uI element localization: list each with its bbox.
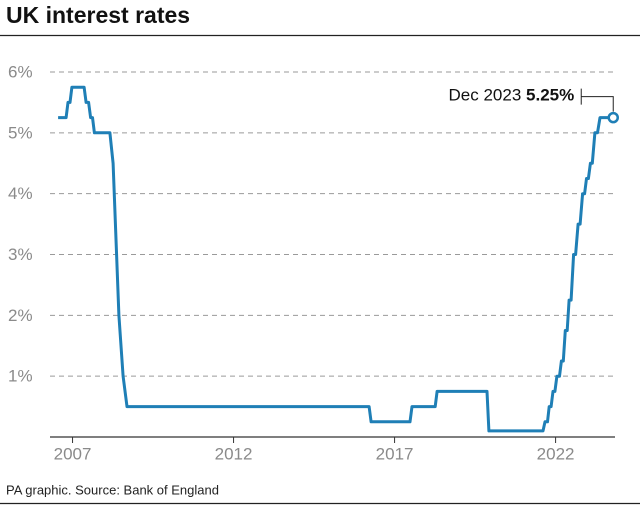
y-tick-label: 4% — [8, 184, 33, 203]
line — [58, 85, 614, 433]
source: PA graphic. Source: Bank of England — [6, 482, 219, 497]
y-tick-label: 3% — [8, 245, 33, 264]
end-marker — [607, 111, 619, 124]
x-tick-label: 2012 — [215, 444, 253, 463]
x-tick-label: 2007 — [54, 444, 92, 463]
y-tick-label: 6% — [8, 62, 33, 81]
y-tick-label: 1% — [8, 367, 33, 386]
x-tick-label: 2022 — [537, 444, 575, 463]
annotation-date: Dec 2023 — [449, 86, 522, 105]
annotation-leader — [580, 88, 614, 112]
y-tick-label: 2% — [8, 306, 33, 325]
y-tick-label: 5% — [8, 123, 33, 142]
annotation: Dec 2023 5.25% — [449, 86, 575, 105]
chart-title: UK interest rates — [6, 2, 190, 28]
annotation-value: 5.25% — [526, 86, 574, 105]
x-tick-label: 2017 — [376, 444, 414, 463]
